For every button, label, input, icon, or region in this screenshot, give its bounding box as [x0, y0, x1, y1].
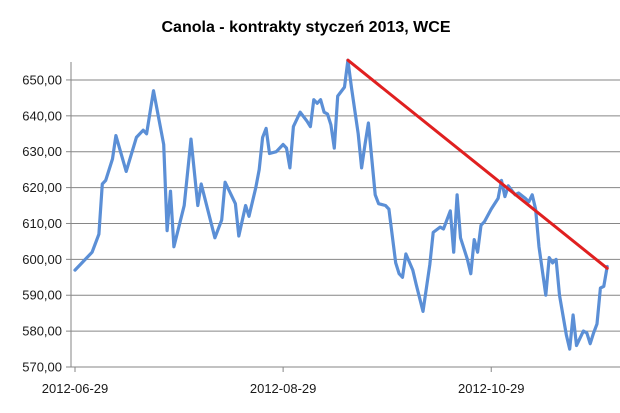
y-tick-label: 650,00 [22, 72, 62, 87]
y-tick-label: 600,00 [22, 252, 62, 267]
y-tick-label: 640,00 [22, 108, 62, 123]
axes [66, 62, 620, 372]
y-tick-label: 620,00 [22, 180, 62, 195]
y-tick-label: 580,00 [22, 324, 62, 339]
y-tick-label: 610,00 [22, 216, 62, 231]
y-axis-ticks: 570,00 580,00 590,00 600,00 610,00 620,00 630,… [22, 72, 62, 374]
chart-title: Canola - kontrakty styczeń 2013, WCE [162, 19, 451, 36]
x-tick-label: 2012-08-29 [250, 381, 317, 396]
trendline [346, 58, 609, 270]
x-tick-label: 2012-06-29 [42, 381, 109, 396]
downtrend-line [346, 58, 609, 270]
price-series-line [73, 58, 609, 351]
y-tick-label: 630,00 [22, 144, 62, 159]
y-tick-label: 570,00 [22, 360, 62, 375]
y-tick-label: 590,00 [22, 288, 62, 303]
x-axis-ticks: 2012-06-29 2012-08-29 2012-10-29 [42, 381, 525, 396]
series [73, 58, 609, 351]
x-tick-label: 2012-10-29 [458, 381, 525, 396]
